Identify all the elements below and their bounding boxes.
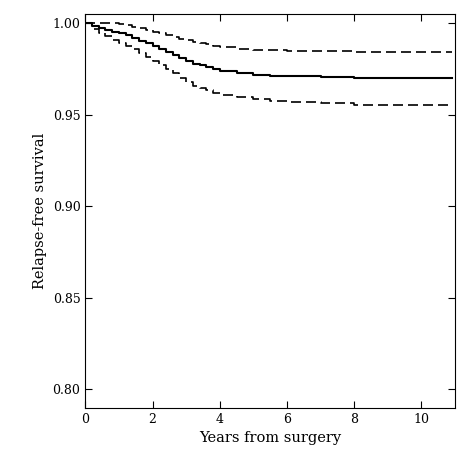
Y-axis label: Relapse-free survival: Relapse-free survival — [33, 133, 47, 289]
X-axis label: Years from surgery: Years from surgery — [199, 431, 341, 445]
